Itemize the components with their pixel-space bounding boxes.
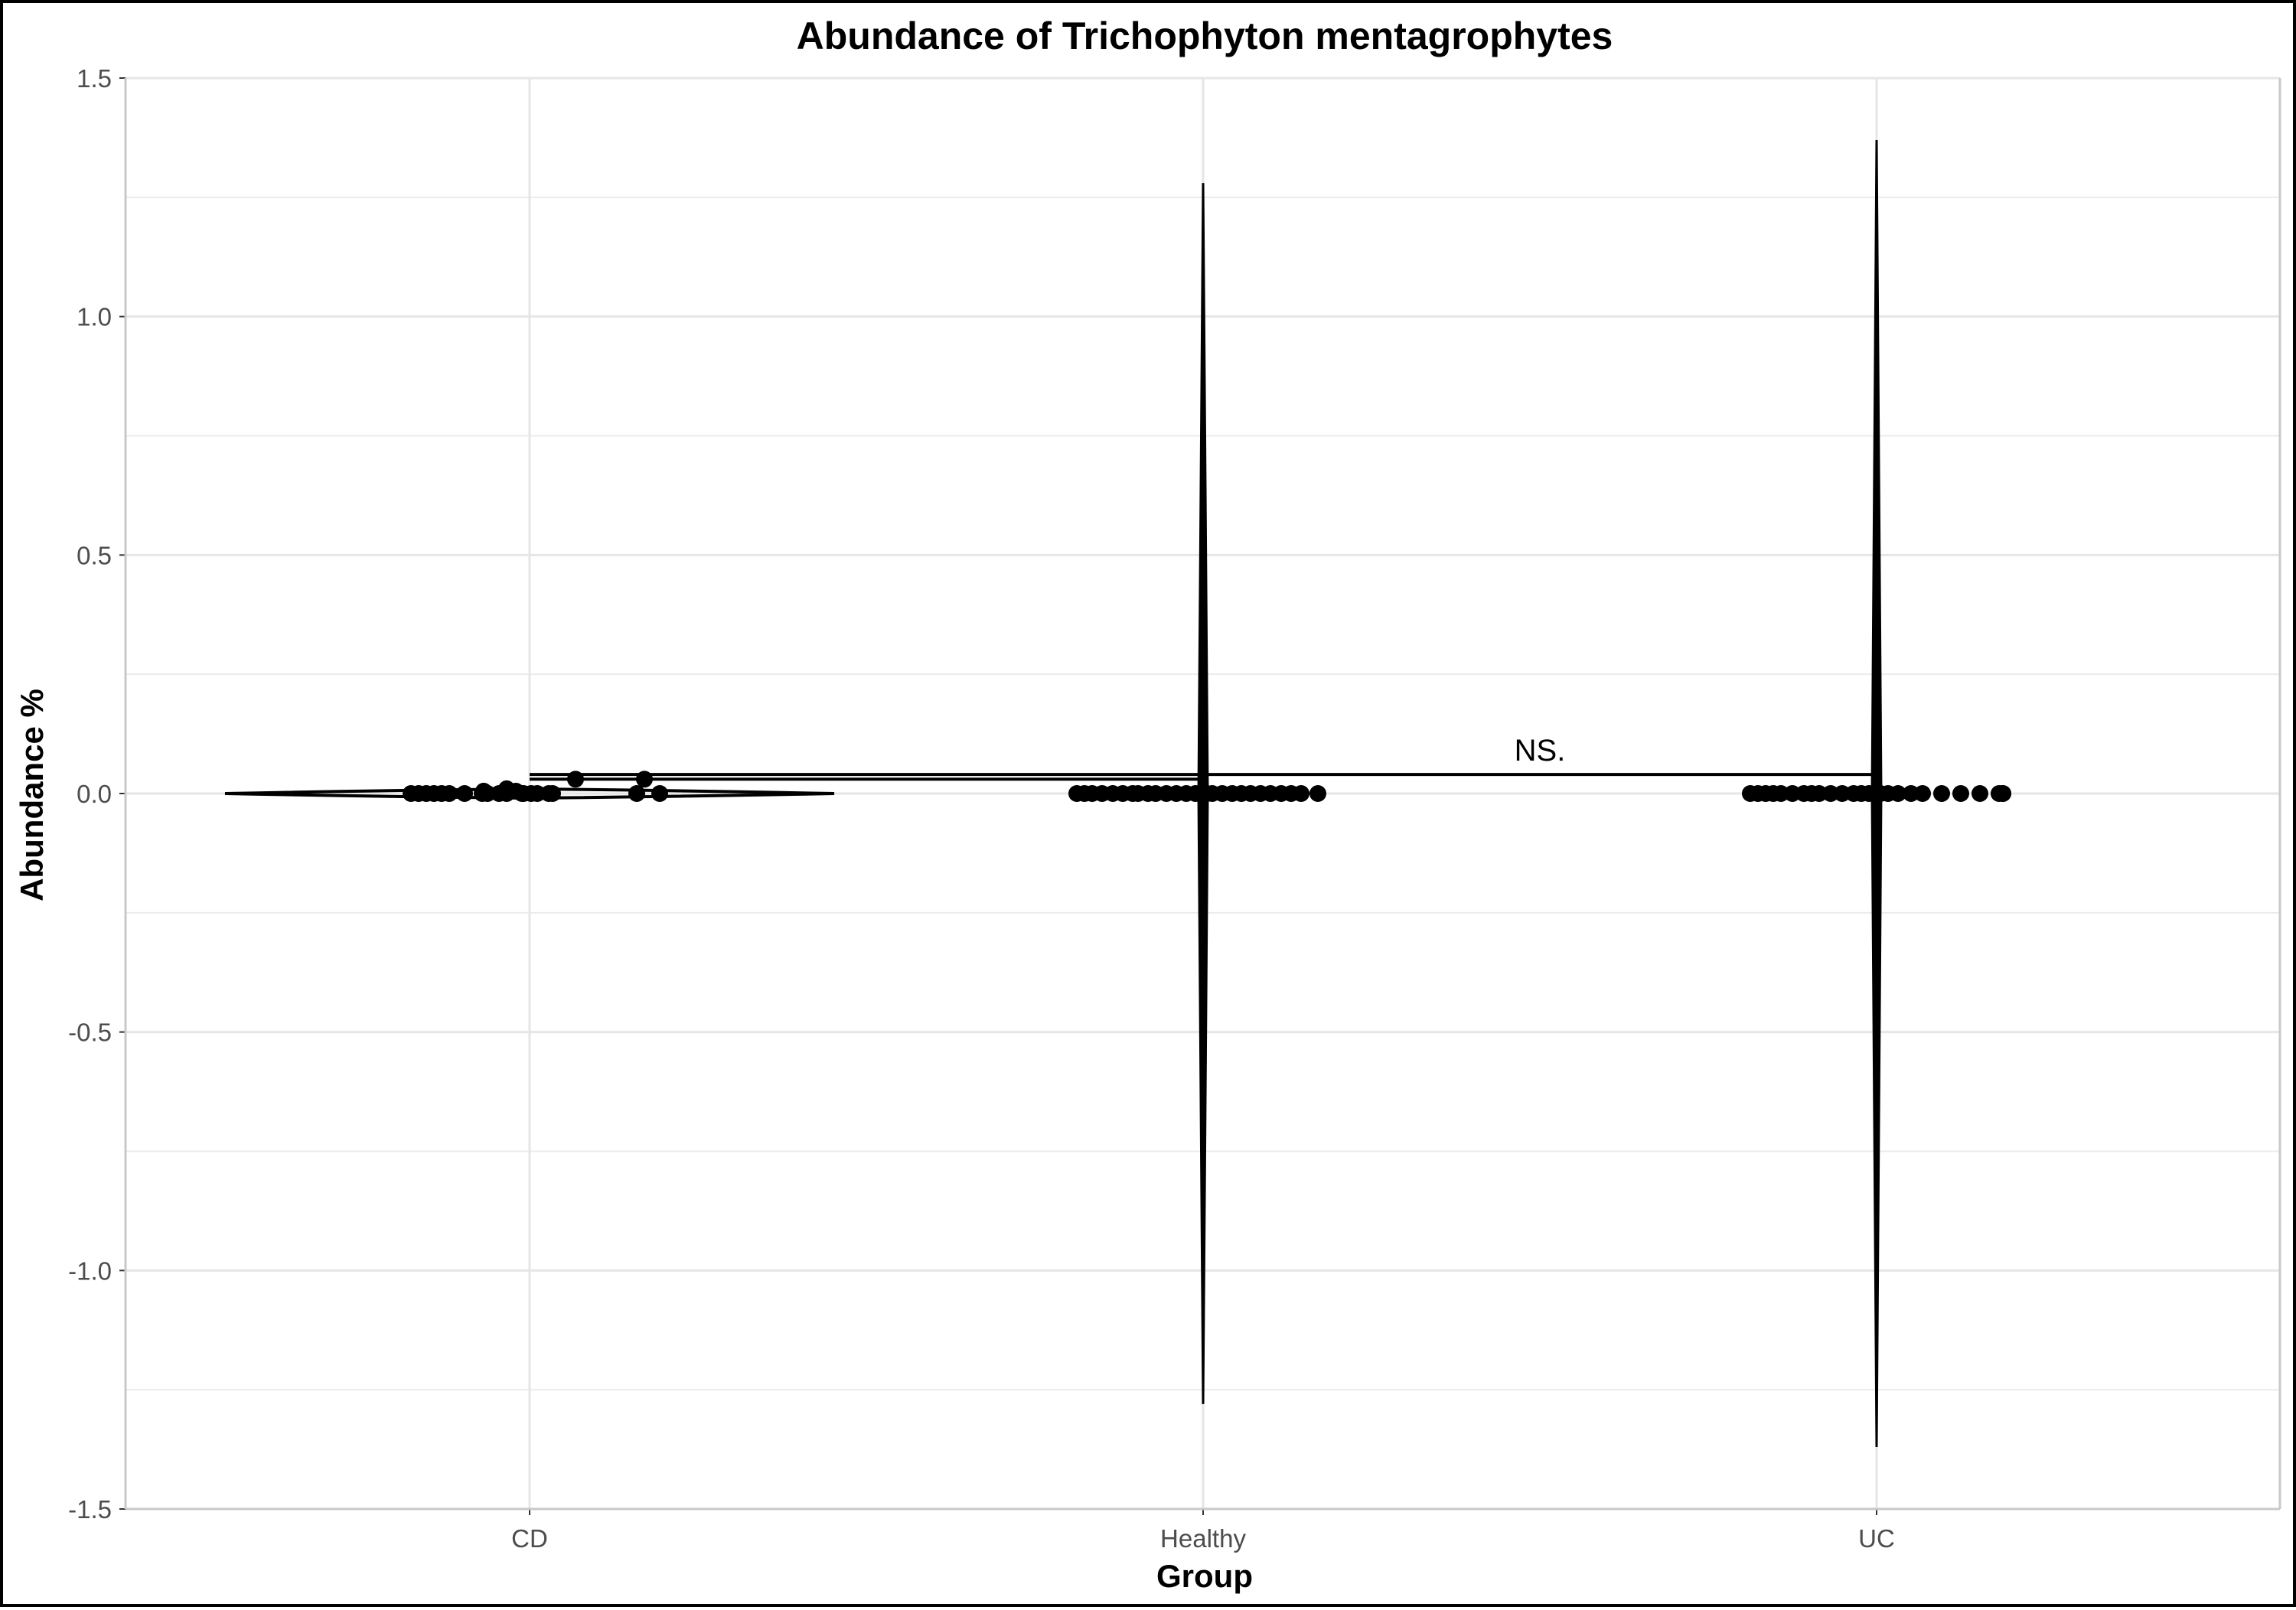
data-point	[1293, 785, 1309, 802]
annotations: NS.	[530, 734, 1877, 781]
data-point	[651, 785, 668, 802]
y-tick-label: 1.5	[77, 64, 112, 93]
data-point	[1309, 785, 1326, 802]
data-points	[403, 771, 2011, 802]
data-point	[441, 785, 458, 802]
data-point	[628, 785, 645, 802]
data-point	[1914, 785, 1931, 802]
y-tick-label: -1.5	[68, 1495, 112, 1524]
data-point	[498, 780, 515, 797]
y-tick-label: 0.5	[77, 541, 112, 569]
data-point	[456, 785, 473, 802]
data-point	[1890, 785, 1906, 802]
y-axis-title: Abundance %	[14, 689, 50, 901]
data-point	[1952, 785, 1969, 802]
y-tick-label: -1.0	[68, 1256, 112, 1285]
y-tick-label: -0.5	[68, 1018, 112, 1047]
data-point	[1971, 785, 1988, 802]
axes: 1.5 1.0 0.5 0.0 -0.5 -1.0 -1.5 CD Healthy UC	[68, 64, 2281, 1553]
chart-title: Abundance of Trichophyton mentagrophytes	[797, 15, 1613, 57]
y-tick-label: 1.0	[77, 303, 112, 331]
x-tick-label: UC	[1858, 1524, 1895, 1553]
x-tick-label: CD	[511, 1524, 548, 1553]
data-point	[1933, 785, 1950, 802]
violin-chart: 1.51.00.50.0-0.5-1.0-1.5CD Healthy UC NS. …	[14, 15, 2281, 1594]
x-axis-title: Group	[1156, 1558, 1253, 1594]
data-point	[475, 782, 492, 800]
significance-label: NS.	[1515, 734, 1566, 768]
y-tick-label: 0.0	[77, 780, 112, 808]
x-tick-label: Healthy	[1160, 1524, 1246, 1553]
data-point	[1994, 785, 2011, 802]
data-point	[544, 785, 561, 802]
